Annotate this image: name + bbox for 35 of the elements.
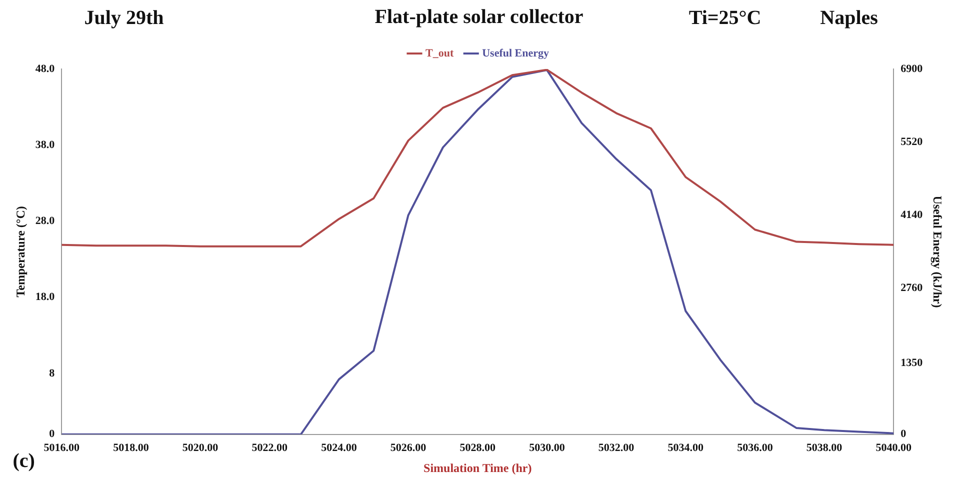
y2-axis-title: Useful Energy (kJ/hr): [930, 196, 945, 308]
y2-tick-label: 5520: [900, 136, 924, 148]
y-axis-title: Temperature (°C): [13, 206, 28, 298]
y2-tick-label: 0: [900, 428, 907, 440]
y2-tick-label: 1350: [900, 356, 924, 369]
y-tick-label: 18.0: [35, 291, 56, 304]
x-tick-label: 5030.00: [529, 442, 566, 454]
y-tick-label: 28.0: [35, 215, 56, 228]
y2-tick-label: 6900: [900, 62, 924, 75]
legend-label: T_out: [425, 47, 454, 60]
legend-label: Useful Energy: [482, 47, 550, 60]
x-tick-label: 5040.00: [876, 442, 912, 454]
text: Ti=25°C: [688, 7, 762, 30]
text: July 29th: [84, 7, 164, 30]
x-tick-label: 5026.00: [390, 442, 427, 454]
x-tick-label: 5038.00: [806, 442, 843, 454]
y-tick-label: 38.0: [35, 138, 56, 151]
y2-tick-label: 4140: [900, 209, 924, 222]
x-tick-label: 5034.00: [668, 442, 704, 454]
x-tick-label: 5020.00: [182, 442, 219, 454]
x-tick-label: 5018.00: [113, 442, 150, 454]
x-axis-title: Simulation Time (hr): [424, 460, 532, 475]
chart-title: Flat-plate solar collector: [374, 6, 584, 28]
x-tick-label: 5028.00: [460, 442, 496, 454]
x-tick-label: 5022.00: [252, 442, 288, 454]
x-tick-label: 5016.00: [44, 442, 80, 454]
y-tick-label: 48.0: [35, 62, 56, 75]
text: Naples: [820, 7, 878, 30]
text: (c): [12, 450, 35, 472]
y2-tick-label: 2760: [900, 282, 924, 294]
y-tick-label: 0: [49, 428, 56, 440]
y-tick-label: 8: [49, 367, 56, 380]
x-tick-label: 5036.00: [737, 442, 774, 454]
x-tick-label: 5032.00: [598, 442, 635, 454]
x-tick-label: 5024.00: [321, 442, 358, 454]
